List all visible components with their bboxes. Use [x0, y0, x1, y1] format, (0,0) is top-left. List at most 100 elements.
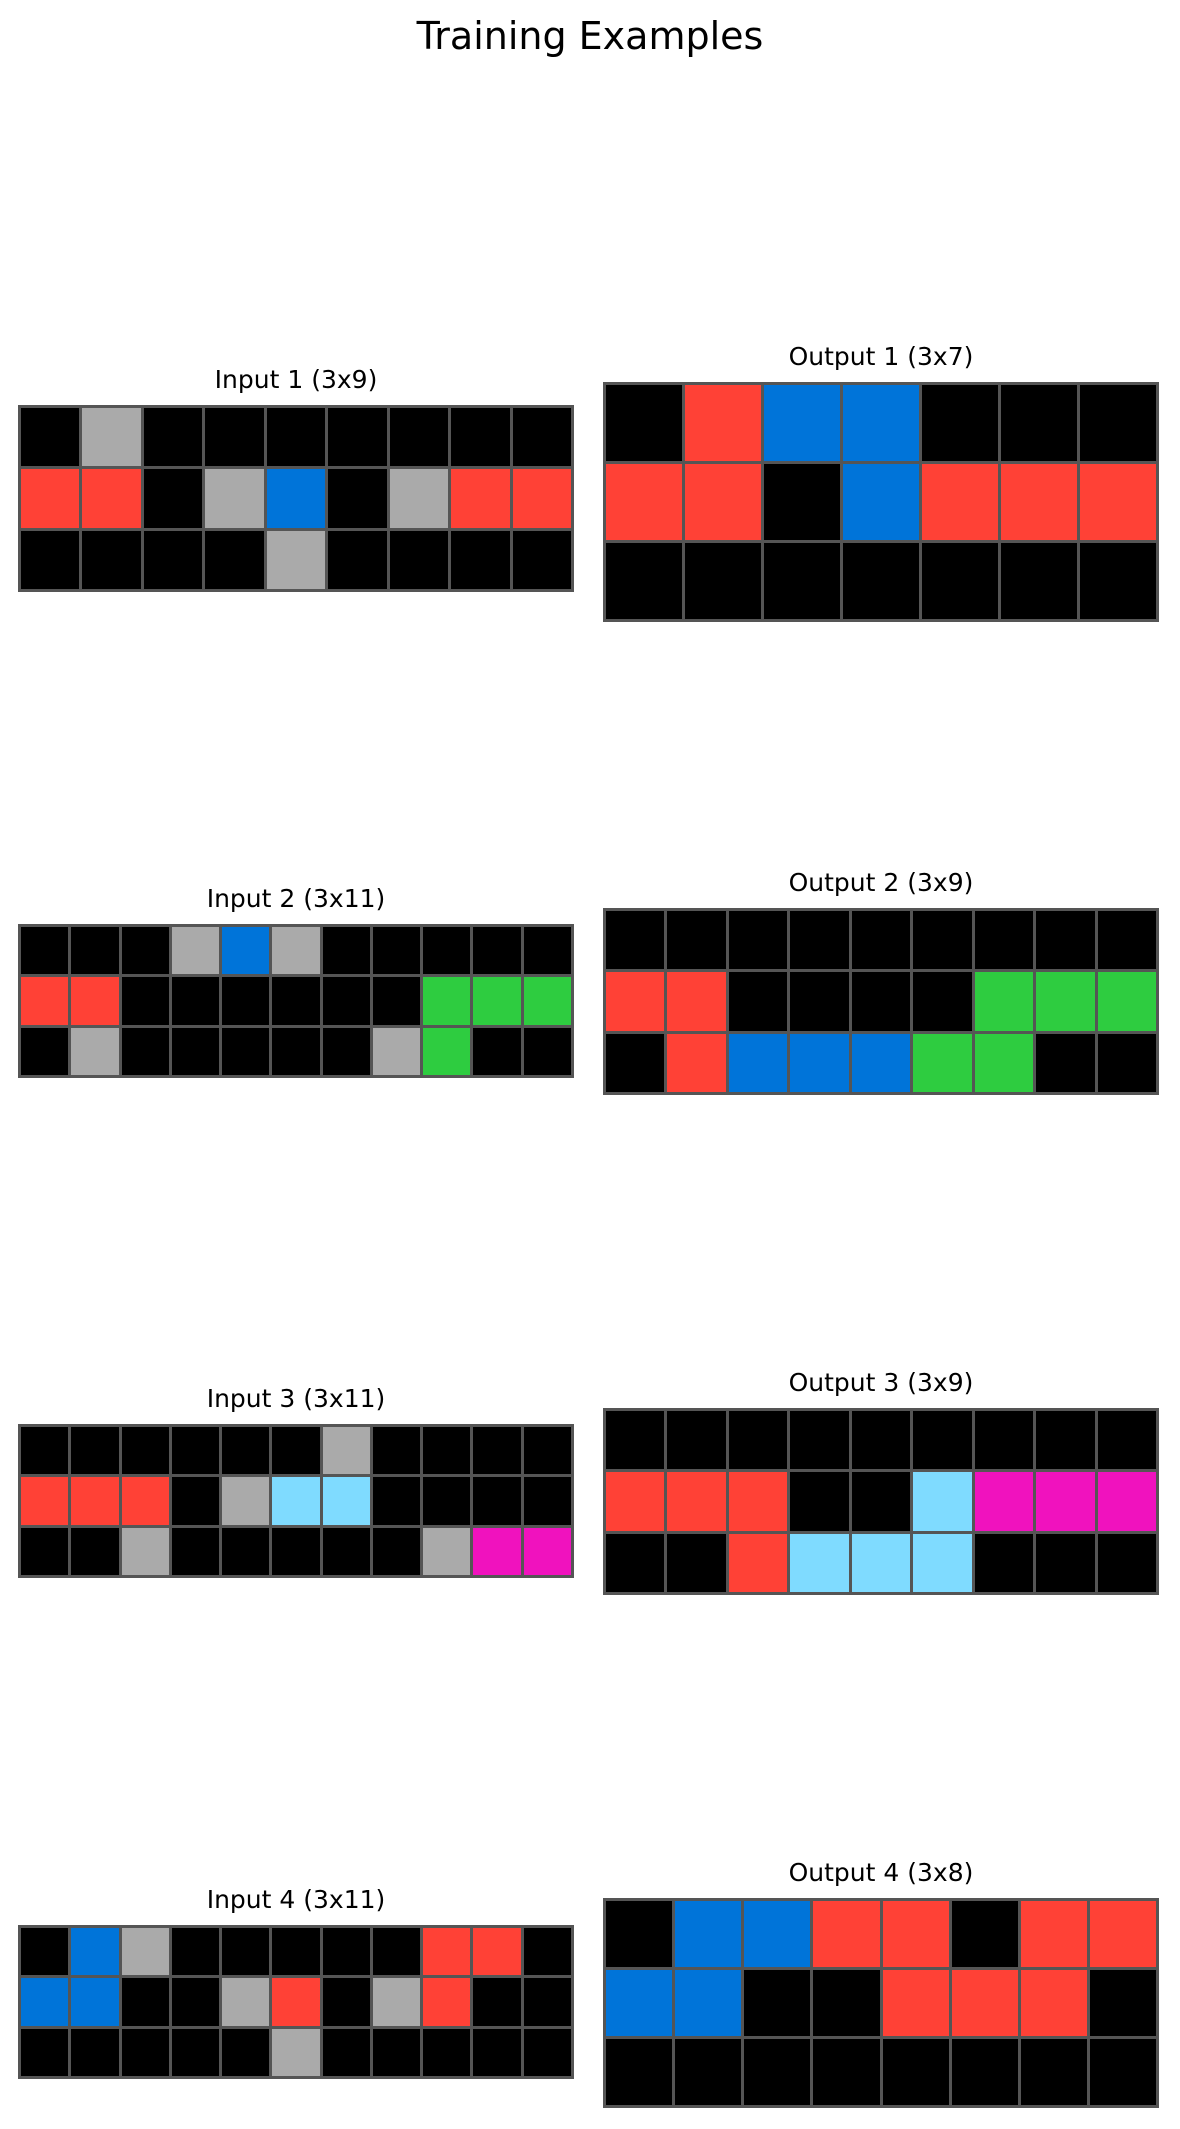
grid-cell: [1036, 1033, 1095, 1092]
grid-cell: [82, 408, 141, 467]
grid-cell: [322, 1477, 370, 1525]
grid-cell: [451, 469, 510, 528]
grid-cell: [790, 1472, 849, 1531]
grid-cell: [951, 2039, 1018, 2105]
grid-cell: [451, 408, 510, 467]
grid-cell: [372, 927, 421, 975]
input-2-grid: [18, 924, 574, 1078]
grid-cell: [1001, 385, 1077, 461]
grid-cell: [121, 1978, 169, 2026]
input-2-label: Input 2 (3x11): [206, 884, 386, 913]
grid-cell: [121, 1027, 169, 1075]
grid-cell: [685, 464, 761, 540]
grid-cell: [843, 385, 919, 461]
grid-cell: [606, 972, 665, 1031]
grid-cell: [523, 1027, 571, 1075]
grid-cell: [667, 1411, 726, 1470]
input-3-grid: [18, 1424, 574, 1578]
input-1-grid: [18, 405, 574, 592]
grid-cell: [851, 1472, 911, 1531]
grid-cell: [764, 543, 840, 619]
output-3-label: Output 3 (3x9): [788, 1368, 974, 1397]
grid-cell: [606, 911, 665, 970]
grid-cell: [372, 977, 421, 1025]
grid-cell: [372, 1928, 421, 1976]
grid-cell: [473, 1027, 521, 1075]
grid-cell: [851, 911, 911, 970]
grid-cell: [523, 1427, 571, 1475]
grid-cell: [974, 1472, 1034, 1531]
grid-cell: [813, 1901, 880, 1967]
grid-cell: [951, 1970, 1018, 2036]
grid-cell: [675, 1901, 742, 1967]
grid-cell: [272, 1527, 320, 1575]
grid-cell: [1097, 972, 1156, 1031]
grid-cell: [473, 1477, 521, 1525]
grid-cell: [266, 408, 326, 467]
grid-cell: [922, 464, 998, 540]
grid-cell: [813, 1970, 880, 2036]
grid-cell: [71, 1477, 119, 1525]
grid-cell: [222, 2028, 270, 2076]
input-1-label: Input 1 (3x9): [214, 365, 378, 394]
grid-cell: [744, 1970, 811, 2036]
grid-cell: [851, 1411, 911, 1470]
input-4-label: Input 4 (3x11): [206, 1885, 386, 1914]
grid-cell: [728, 972, 788, 1031]
grid-cell: [1036, 972, 1095, 1031]
grid-cell: [728, 1533, 788, 1592]
grid-cell: [121, 2028, 169, 2076]
grid-cell: [272, 1027, 320, 1075]
grid-cell: [21, 530, 80, 589]
grid-cell: [606, 1472, 665, 1531]
grid-cell: [913, 1411, 972, 1470]
grid-cell: [205, 408, 264, 467]
grid-cell: [21, 1027, 69, 1075]
grid-cell: [606, 464, 682, 540]
grid-cell: [764, 385, 840, 461]
grid-cell: [512, 408, 571, 467]
grid-cell: [423, 1427, 471, 1475]
grid-cell: [728, 1472, 788, 1531]
grid-cell: [222, 927, 270, 975]
grid-cell: [764, 464, 840, 540]
grid-cell: [222, 977, 270, 1025]
grid-cell: [21, 469, 80, 528]
grid-cell: [606, 1970, 673, 2036]
grid-cell: [21, 1928, 69, 1976]
grid-cell: [1097, 1472, 1156, 1531]
grid-cell: [606, 1033, 665, 1092]
grid-cell: [1020, 1970, 1087, 2036]
grid-cell: [913, 1533, 972, 1592]
grid-cell: [667, 1472, 726, 1531]
grid-cell: [606, 2039, 673, 2105]
grid-cell: [606, 1411, 665, 1470]
grid-cell: [121, 927, 169, 975]
grid-cell: [71, 977, 119, 1025]
grid-cell: [322, 1928, 370, 1976]
grid-cell: [473, 1527, 521, 1575]
grid-cell: [790, 911, 849, 970]
grid-cell: [82, 530, 141, 589]
grid-cell: [473, 2028, 521, 2076]
page-title: Training Examples: [416, 14, 764, 58]
grid-cell: [171, 1928, 220, 1976]
grid-cell: [1097, 1411, 1156, 1470]
grid-cell: [121, 977, 169, 1025]
grid-cell: [744, 1901, 811, 1967]
grid-cell: [473, 927, 521, 975]
grid-cell: [171, 1527, 220, 1575]
grid-cell: [882, 1901, 949, 1967]
grid-cell: [71, 1427, 119, 1475]
grid-cell: [1080, 464, 1156, 540]
grid-cell: [606, 543, 682, 619]
grid-cell: [222, 1477, 270, 1525]
grid-cell: [473, 1978, 521, 2026]
grid-cell: [143, 469, 203, 528]
grid-cell: [913, 1472, 972, 1531]
grid-cell: [1036, 1472, 1095, 1531]
grid-cell: [71, 1027, 119, 1075]
grid-cell: [143, 408, 203, 467]
grid-cell: [1080, 543, 1156, 619]
grid-cell: [322, 1978, 370, 2026]
